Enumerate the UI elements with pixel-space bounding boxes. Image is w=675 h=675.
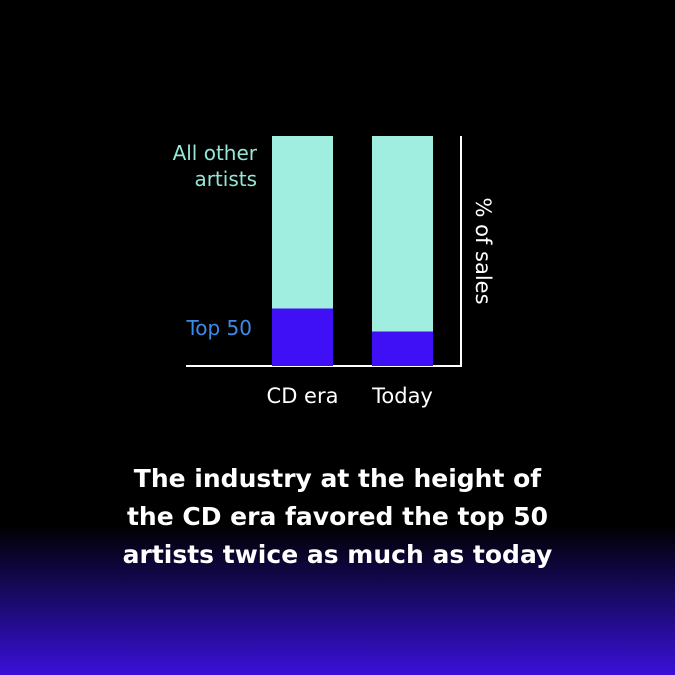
x-tick-label: Today <box>371 384 433 408</box>
bar-segment <box>272 308 333 366</box>
bar-segment <box>372 136 433 332</box>
y-axis-label: % of sales <box>471 197 495 304</box>
bar-segment <box>272 136 333 309</box>
caption: The industry at the height of the CD era… <box>122 464 553 569</box>
legend-label: Top 50 <box>186 316 252 340</box>
bar-segment <box>372 331 433 366</box>
x-tick-label: CD era <box>267 384 339 408</box>
legend-label: All other artists <box>172 141 257 191</box>
